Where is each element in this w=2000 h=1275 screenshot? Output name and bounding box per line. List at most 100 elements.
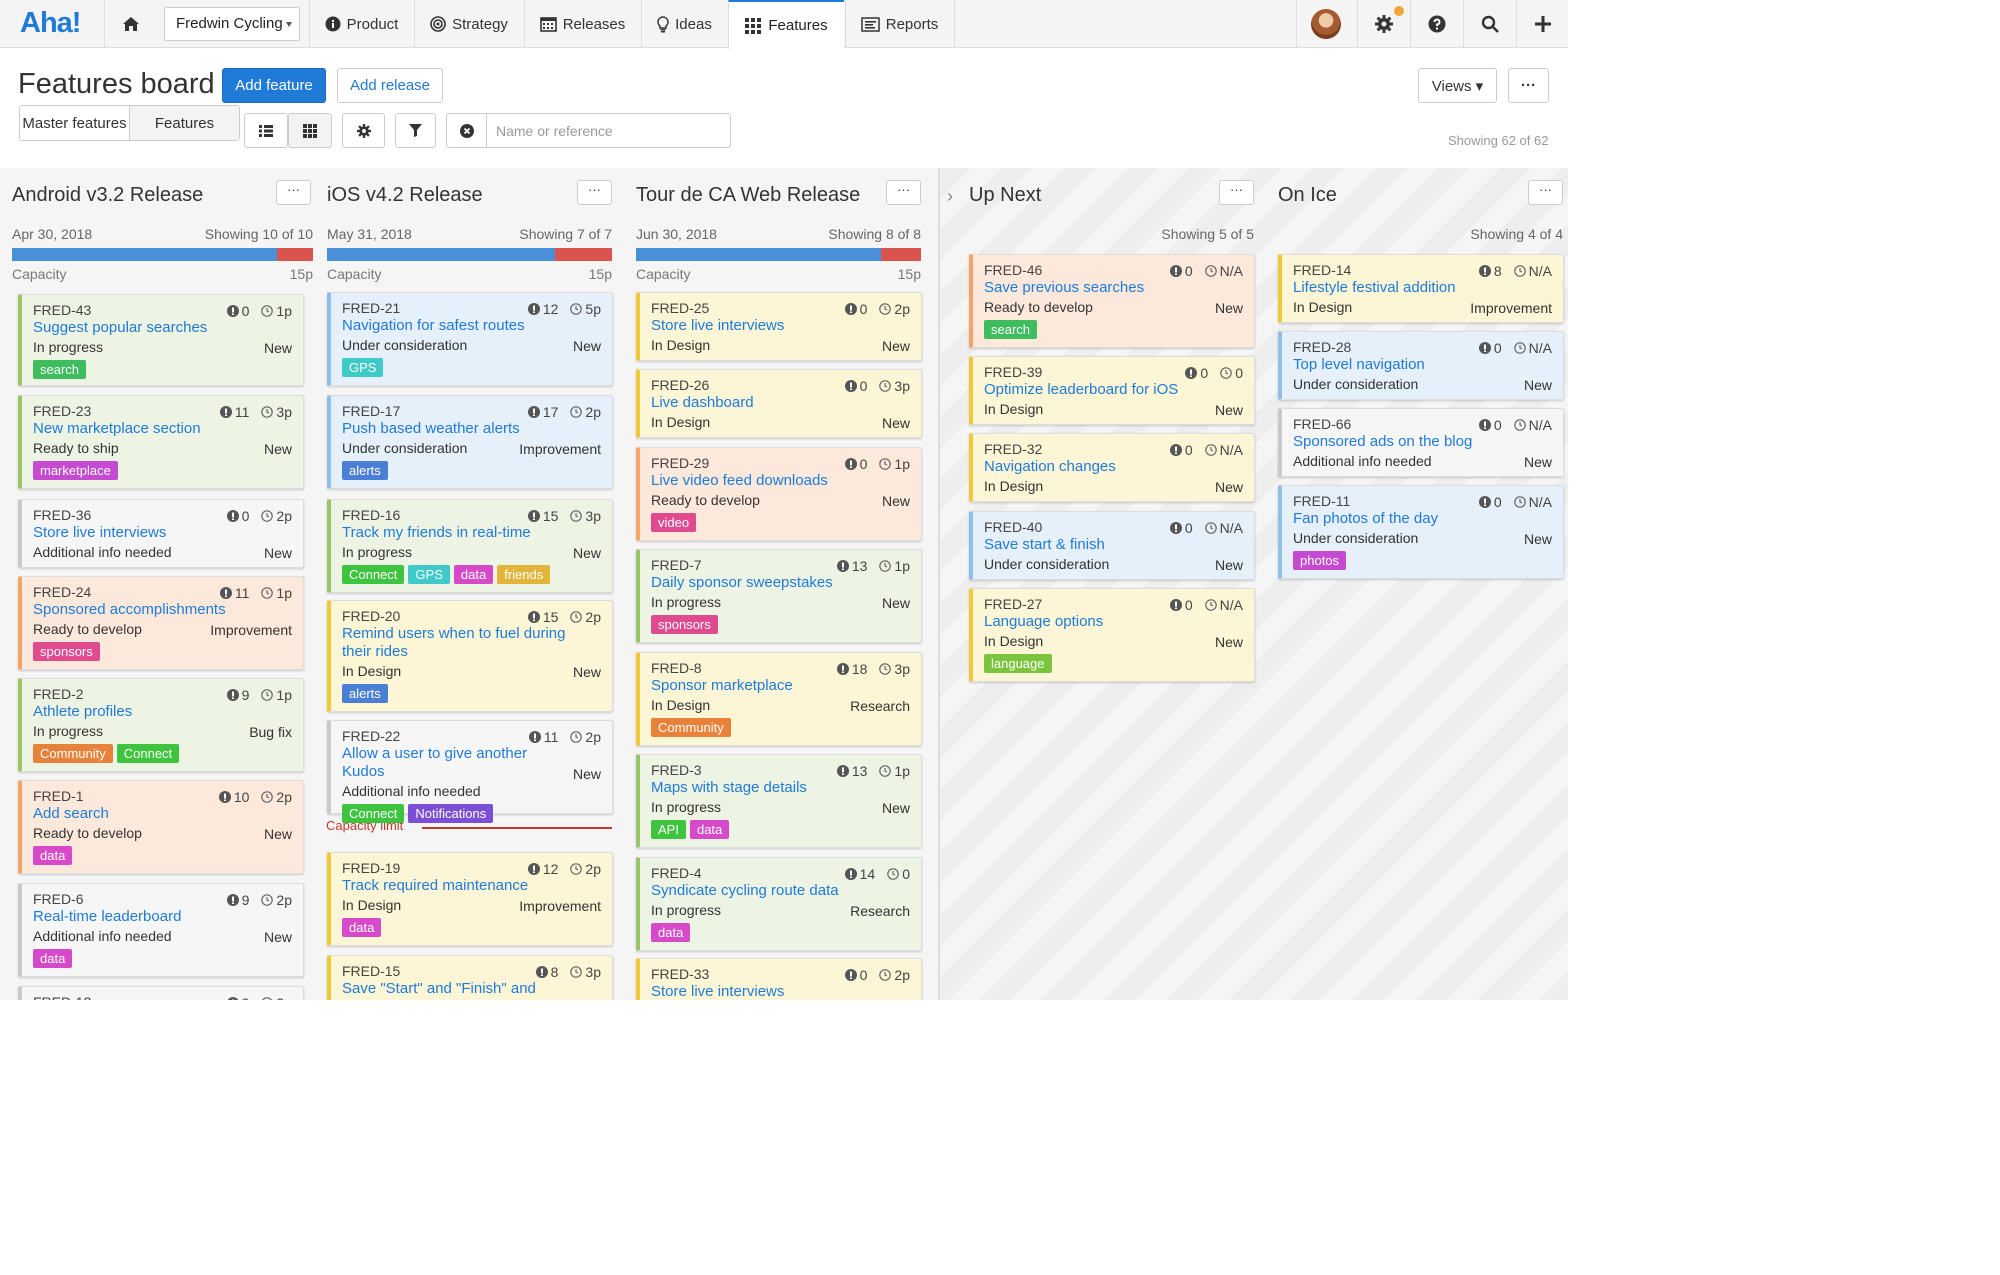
nav-features[interactable]: Features	[728, 0, 844, 49]
feature-name[interactable]: Maps with stage details	[651, 779, 807, 796]
feature-name[interactable]: Remind users when to fuel during their r…	[342, 625, 566, 660]
feature-card[interactable]: FRED-7 13 1p Daily sponsor sweepstakes In pr…	[636, 549, 922, 643]
feature-name[interactable]: Navigation changes	[984, 458, 1116, 475]
feature-card[interactable]: FRED-21 12 5p Navigation for safest routes U…	[327, 292, 613, 386]
feature-name[interactable]: Push based weather alerts	[342, 420, 520, 437]
filter-button[interactable]	[395, 113, 436, 148]
tag[interactable]: Community	[33, 744, 113, 763]
release-title[interactable]: Tour de CA Web Release	[636, 184, 861, 206]
nav-reports[interactable]: Reports	[845, 0, 953, 48]
tag[interactable]: data	[689, 820, 730, 839]
feature-card[interactable]: FRED-6 9 2p Real-time leaderboard Additional…	[18, 883, 304, 977]
feature-name[interactable]: Store live interviews	[651, 983, 785, 1000]
feature-card[interactable]: FRED-40 0 N/A Save start & finish Under cons…	[969, 511, 1255, 580]
tag[interactable]: data	[453, 565, 494, 584]
feature-card[interactable]: FRED-17 17 2p Push based weather alerts Unde…	[327, 395, 613, 489]
feature-card[interactable]: FRED-4 14 0 Syndicate cycling route data In …	[636, 857, 922, 951]
feature-name[interactable]: Add search	[33, 805, 109, 822]
column-menu-button[interactable]: ···	[1528, 180, 1563, 205]
feature-card[interactable]: FRED-20 15 2p Remind users when to fuel dur…	[327, 600, 613, 712]
views-button[interactable]: Views ▾	[1418, 68, 1497, 103]
tag[interactable]: sponsors	[33, 642, 100, 661]
tag[interactable]: Community	[651, 718, 731, 737]
tag[interactable]: sponsors	[651, 615, 718, 634]
tag[interactable]: language	[984, 654, 1052, 673]
feature-name[interactable]: Daily sponsor sweepstakes	[651, 574, 833, 591]
column-menu-button[interactable]: ···	[577, 180, 612, 205]
feature-name[interactable]: Store live interviews	[651, 317, 785, 334]
tag[interactable]: Notifications	[408, 804, 494, 823]
feature-name[interactable]: Sponsored accomplishments	[33, 601, 226, 618]
tag[interactable]: Connect	[342, 804, 405, 823]
feature-card[interactable]: FRED-24 11 1p Sponsored accomplishments Read…	[18, 576, 304, 670]
clear-search-button[interactable]	[446, 113, 487, 148]
tag[interactable]: photos	[1293, 551, 1347, 570]
board-view-button[interactable]	[288, 113, 332, 148]
column-menu-button[interactable]: ···	[1219, 180, 1254, 205]
feature-card[interactable]: FRED-23 11 3p New marketplace section Ready …	[18, 395, 304, 489]
tag[interactable]: alerts	[342, 684, 388, 703]
feature-name[interactable]: Save start & finish	[984, 536, 1105, 553]
aha-logo[interactable]: Aha!	[20, 7, 81, 39]
chevron-right-icon[interactable]: ›	[947, 186, 953, 206]
tag[interactable]: marketplace	[33, 461, 118, 480]
feature-card[interactable]: FRED-19 12 2p Track required maintenance In …	[327, 852, 613, 946]
page-more-button[interactable]: ···	[1508, 68, 1549, 103]
tag[interactable]: search	[984, 320, 1038, 339]
tag[interactable]: data	[33, 949, 73, 968]
tag[interactable]: Connect	[342, 565, 405, 584]
tag[interactable]: data	[342, 918, 382, 937]
column-menu-button[interactable]: ···	[276, 180, 311, 205]
nav-strategy[interactable]: Strategy	[414, 0, 523, 48]
feature-card[interactable]: FRED-120 2p	[18, 986, 304, 1000]
feature-card[interactable]: FRED-25 0 2p Store live interviews In Design…	[636, 292, 922, 361]
feature-card[interactable]: FRED-1 10 2p Add search Ready to develop New d…	[18, 780, 304, 874]
feature-name[interactable]: Fan photos of the day	[1293, 510, 1439, 527]
tag[interactable]: friends	[497, 565, 551, 584]
tag[interactable]: API	[651, 820, 686, 839]
nav-product[interactable]: Product	[309, 0, 413, 48]
feature-name[interactable]: Allow a user to give another Kudos	[342, 745, 528, 780]
column-menu-button[interactable]: ···	[886, 180, 921, 205]
feature-name[interactable]: Store live interviews	[33, 524, 167, 541]
tag[interactable]: video	[651, 513, 697, 532]
search-button[interactable]	[1463, 0, 1515, 48]
tag[interactable]: data	[651, 923, 691, 942]
feature-name[interactable]: Syndicate cycling route data	[651, 882, 839, 899]
feature-name[interactable]: Lifestyle festival addition	[1293, 279, 1456, 296]
search-input[interactable]	[486, 113, 731, 148]
tag[interactable]: alerts	[342, 461, 388, 480]
feature-name[interactable]: Real-time leaderboard	[33, 908, 182, 925]
feature-card[interactable]: FRED-26 0 3p Live dashboard In Design New	[636, 369, 922, 438]
feature-card[interactable]: FRED-14 8 N/A Lifestyle festival addition In…	[1278, 254, 1564, 323]
add-button[interactable]	[1516, 0, 1568, 48]
tag[interactable]: GPS	[408, 565, 450, 584]
feature-card[interactable]: FRED-8 18 3p Sponsor marketplace In Design Re…	[636, 652, 922, 746]
feature-card[interactable]: FRED-16 15 3p Track my friends in real-time…	[327, 499, 613, 593]
feature-name[interactable]: Navigation for safest routes	[342, 317, 525, 334]
feature-name[interactable]: Sponsor marketplace	[651, 677, 793, 694]
help-button[interactable]	[1410, 0, 1462, 48]
feature-card[interactable]: FRED-36 0 2p Store live interviews Additiona…	[18, 499, 304, 568]
nav-ideas[interactable]: Ideas	[641, 0, 727, 48]
feature-name[interactable]: Sponsored ads on the blog	[1293, 433, 1473, 450]
feature-card[interactable]: FRED-46 0 N/A Save previous searches Ready t…	[969, 254, 1255, 348]
feature-name[interactable]: Save previous searches	[984, 279, 1145, 296]
feature-name[interactable]: Suggest popular searches	[33, 319, 208, 336]
nav-releases[interactable]: Releases	[524, 0, 640, 48]
settings-button[interactable]	[1357, 0, 1409, 48]
feature-name[interactable]: Track my friends in real-time	[342, 524, 531, 541]
list-view-button[interactable]	[244, 113, 288, 148]
tag[interactable]: GPS	[342, 358, 384, 377]
feature-card[interactable]: FRED-2 9 1p Athlete profiles In progress Bug …	[18, 678, 304, 772]
release-title[interactable]: Android v3.2 Release	[12, 184, 204, 206]
feature-card[interactable]: FRED-15 8 3p Save "Start" and "Finish" and	[327, 955, 613, 1000]
feature-card[interactable]: FRED-11 0 N/A Fan photos of the day Under co…	[1278, 485, 1564, 579]
feature-name[interactable]: Athlete profiles	[33, 703, 133, 720]
feature-card[interactable]: FRED-29 0 1p Live video feed downloads Ready…	[636, 447, 922, 541]
feature-name[interactable]: Optimize leaderboard for iOS	[984, 381, 1179, 398]
add-release-button[interactable]: Add release	[337, 68, 443, 103]
feature-name[interactable]: New marketplace section	[33, 420, 201, 437]
feature-name[interactable]: Live dashboard	[651, 394, 754, 411]
board-settings-button[interactable]	[342, 113, 385, 148]
